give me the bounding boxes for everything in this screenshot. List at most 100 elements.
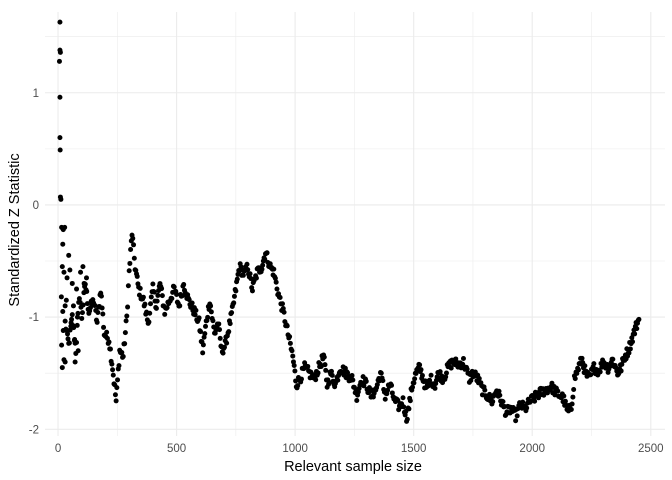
data-point: [328, 368, 334, 374]
data-point: [582, 363, 588, 369]
y-tick-label: -1: [29, 312, 39, 324]
x-tick-label: 1500: [401, 443, 427, 455]
data-point: [67, 327, 73, 333]
data-point: [153, 305, 159, 311]
data-point: [569, 401, 575, 407]
data-point: [109, 361, 115, 367]
data-point: [99, 305, 105, 311]
data-point: [196, 315, 202, 321]
data-point: [116, 363, 122, 369]
data-point: [189, 300, 195, 306]
data-point: [632, 331, 638, 337]
data-point: [84, 288, 90, 294]
data-point: [568, 406, 574, 412]
data-point: [264, 250, 270, 256]
data-point: [130, 235, 136, 241]
data-point: [94, 319, 100, 325]
data-point: [636, 316, 642, 322]
data-point: [247, 271, 253, 277]
data-point: [389, 382, 395, 388]
data-point: [349, 373, 355, 379]
data-point: [487, 391, 493, 397]
data-point: [514, 413, 520, 419]
data-point: [279, 301, 285, 307]
data-point: [626, 350, 632, 356]
data-point: [524, 405, 530, 411]
data-point: [406, 406, 412, 412]
data-point: [122, 341, 128, 347]
data-point: [155, 292, 161, 298]
data-point: [134, 273, 140, 279]
data-point: [192, 312, 198, 318]
data-point: [63, 297, 69, 303]
data-point: [382, 396, 388, 402]
data-point: [231, 293, 237, 299]
data-point: [208, 303, 214, 309]
data-point: [62, 303, 68, 309]
data-point: [385, 387, 391, 393]
data-point: [125, 304, 131, 310]
data-point: [76, 296, 82, 302]
data-point: [240, 272, 246, 278]
data-point: [412, 376, 418, 382]
data-point: [62, 224, 68, 230]
data-point: [221, 344, 227, 350]
data-point: [323, 367, 329, 373]
data-point: [186, 297, 192, 303]
data-point: [136, 292, 142, 298]
data-point: [335, 377, 341, 383]
data-point: [62, 318, 68, 324]
data-point: [460, 355, 466, 361]
data-point: [610, 356, 616, 362]
data-point: [432, 385, 438, 391]
data-point: [413, 370, 419, 376]
data-point: [289, 348, 295, 354]
data-point: [260, 262, 266, 268]
data-point: [181, 282, 187, 288]
data-point: [513, 418, 519, 424]
data-point: [64, 275, 70, 281]
data-point: [217, 327, 222, 333]
data-point: [113, 398, 119, 404]
data-point: [262, 256, 268, 262]
data-point: [217, 335, 223, 341]
data-point: [193, 307, 199, 313]
data-point: [350, 377, 356, 383]
data-point: [120, 353, 126, 359]
data-point: [476, 375, 482, 381]
data-point: [159, 286, 165, 292]
data-point: [179, 293, 185, 299]
data-point: [630, 339, 636, 345]
data-point: [61, 269, 67, 275]
data-point: [200, 350, 206, 356]
data-point: [618, 368, 624, 374]
data-point: [627, 346, 633, 352]
data-point: [272, 275, 278, 281]
data-point: [532, 398, 538, 404]
data-point: [101, 324, 107, 330]
data-point: [98, 293, 104, 299]
data-point: [125, 283, 131, 289]
data-point: [496, 388, 502, 394]
data-point: [287, 340, 293, 346]
data-point: [281, 309, 287, 315]
data-point: [443, 370, 449, 376]
data-point: [110, 367, 116, 373]
data-point: [321, 354, 327, 360]
data-point: [284, 323, 290, 329]
grid-lines: [45, 12, 665, 436]
data-point: [295, 383, 301, 389]
data-point: [315, 370, 321, 376]
data-point: [374, 382, 380, 388]
data-point: [119, 349, 125, 355]
data-point: [597, 369, 603, 375]
y-tick-label: -2: [29, 424, 39, 436]
data-point: [305, 363, 311, 369]
data-point: [74, 322, 80, 328]
data-point: [233, 288, 239, 294]
data-point: [69, 316, 75, 322]
data-point: [112, 392, 118, 398]
data-point: [56, 58, 62, 64]
data-point: [60, 308, 66, 314]
data-point: [570, 394, 576, 400]
